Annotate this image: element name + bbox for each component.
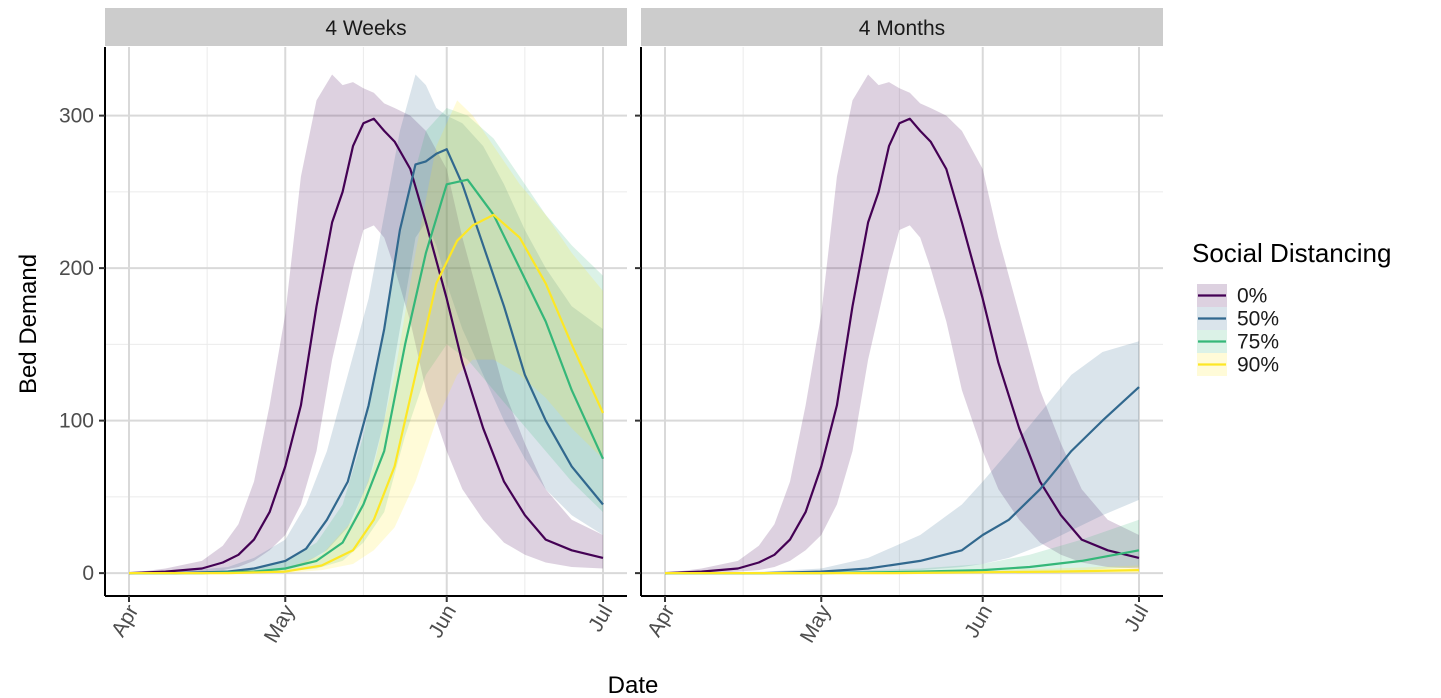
- legend-item: 0%: [1197, 284, 1267, 308]
- x-tick-label: Jul: [1120, 601, 1153, 636]
- x-tick-label: May: [260, 601, 300, 647]
- legend-label: 0%: [1237, 285, 1267, 308]
- x-tick-label: Apr: [643, 601, 679, 641]
- legend-label: 90%: [1237, 354, 1279, 377]
- legend-item: 75%: [1197, 330, 1279, 354]
- ribbon-75pct: [665, 519, 1139, 574]
- y-tick-label: 0: [82, 562, 94, 585]
- series-line-50pct: [129, 148, 604, 575]
- series-line-75pct: [129, 178, 605, 575]
- ribbon-0pct: [129, 74, 603, 574]
- ribbon-0pct: [665, 74, 1139, 574]
- panel-1: 4 Weeks 0 100 200 300 Apr May Jun Jul: [59, 8, 627, 647]
- gridlines: [641, 47, 1163, 596]
- legend-item: 50%: [1197, 307, 1279, 331]
- panel-title: 4 Weeks: [325, 17, 406, 40]
- y-tick-label: 200: [59, 257, 94, 280]
- x-tick-label: Apr: [107, 601, 143, 641]
- legend-label: 75%: [1237, 331, 1279, 354]
- panel-title: 4 Months: [859, 17, 945, 40]
- panel-2: 4 Months Apr May Jun Jul: [635, 8, 1163, 647]
- y-axis-title: Bed Demand: [15, 254, 42, 394]
- x-tick-label: Jul: [584, 601, 617, 636]
- legend-label: 50%: [1237, 308, 1279, 331]
- legend: Social Distancing 0%50%75%90%: [1192, 238, 1391, 377]
- panel-strip: [105, 8, 627, 46]
- x-axis-title: Date: [608, 672, 659, 698]
- ribbon-50pct: [129, 74, 603, 574]
- y-tick-label: 100: [59, 410, 94, 433]
- ribbon-50pct: [665, 341, 1139, 574]
- series-line-90pct: [129, 213, 605, 575]
- series-line-90pct: [665, 569, 1140, 575]
- x-tick-label: Jun: [960, 601, 997, 642]
- series-line-0pct: [128, 117, 604, 575]
- gridlines: [105, 47, 627, 596]
- legend-item: 90%: [1197, 353, 1279, 377]
- series-line-0pct: [664, 117, 1140, 575]
- panels: 4 Weeks 0 100 200 300 Apr May Jun Jul 4 Months Apr…: [59, 8, 1163, 647]
- ribbon-75pct: [129, 108, 603, 574]
- x-tick-label: Jun: [424, 601, 461, 642]
- panel-strip: [641, 8, 1163, 46]
- y-tick-label: 300: [59, 105, 94, 128]
- series-line-50pct: [665, 386, 1140, 575]
- legend-title: Social Distancing: [1192, 238, 1391, 268]
- x-tick-label: May: [796, 601, 836, 647]
